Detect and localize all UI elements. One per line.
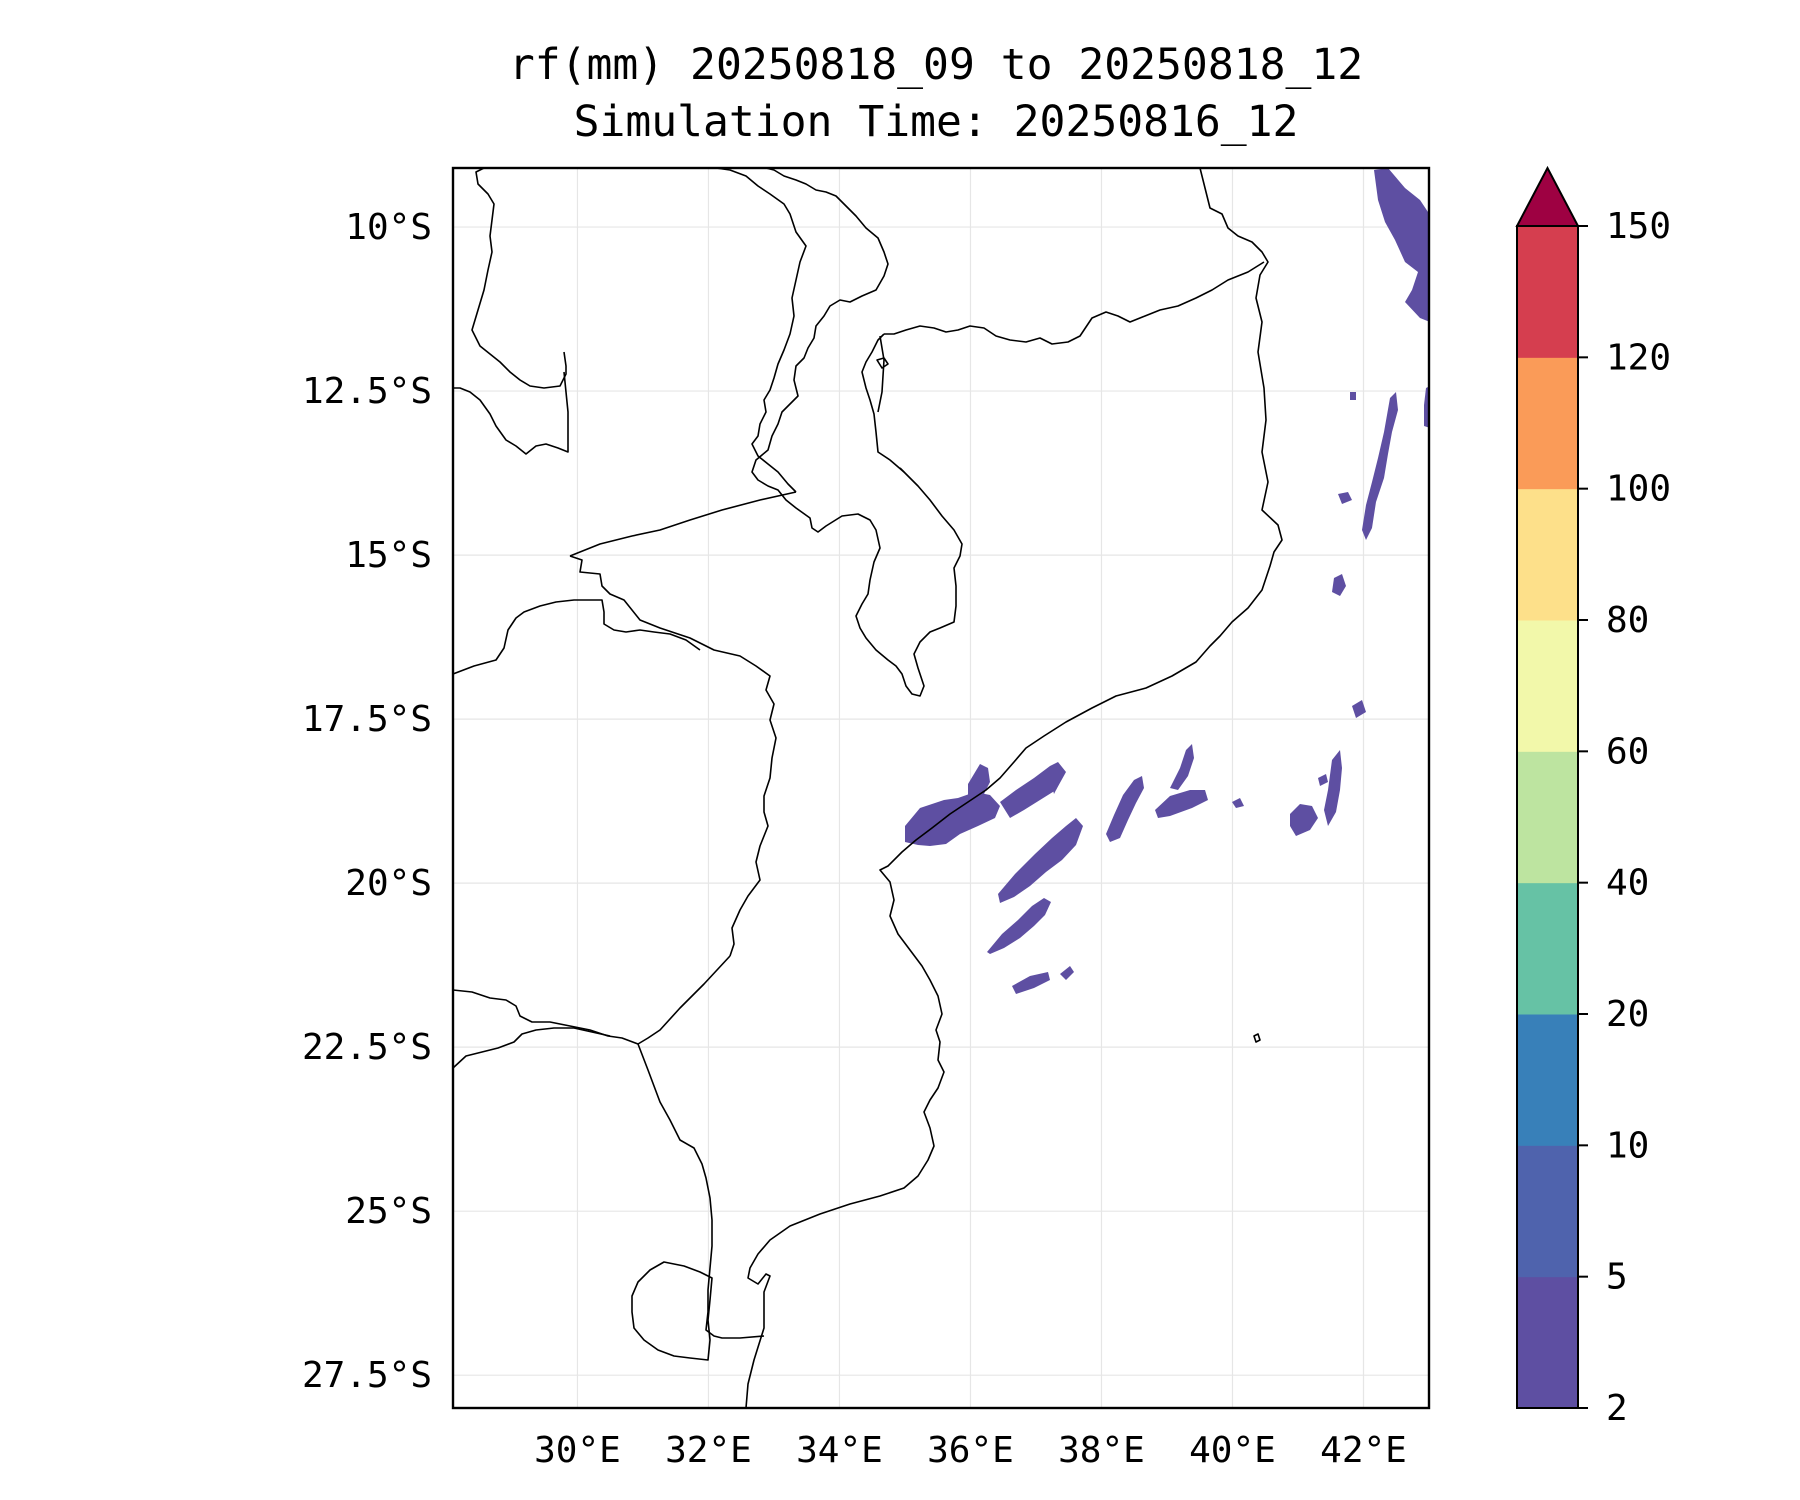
country-border (884, 261, 1265, 345)
country-border (569, 555, 777, 957)
y-tick-label: 27.5°S (302, 1355, 432, 1396)
x-tick-label: 30°E (534, 1430, 621, 1471)
y-tick-label: 25°S (345, 1191, 432, 1232)
rain-area (1170, 744, 1194, 790)
colorbar-band (1517, 1276, 1578, 1409)
coastline (1253, 1033, 1261, 1043)
rain-area (1060, 966, 1074, 980)
rain-area (1000, 762, 1066, 818)
colorbar-tick-label: 10 (1606, 1125, 1649, 1166)
colorbar-band (1517, 226, 1578, 358)
rain-area (1338, 492, 1352, 504)
rain-area (1012, 972, 1050, 994)
colorbar-band (1517, 1145, 1578, 1278)
gridlines (453, 168, 1429, 1408)
rain-area (987, 898, 1051, 954)
country-border (453, 599, 701, 675)
map-title-line1: rf(mm) 20250818_09 to 20250818_12 (508, 40, 1364, 90)
colorbar-band (1517, 1014, 1578, 1146)
colorbar-tick-label: 40 (1606, 863, 1649, 904)
coastline (745, 168, 1283, 1408)
rain-area (1324, 750, 1342, 826)
rain-area (1424, 386, 1429, 428)
rain-area (1350, 392, 1356, 400)
colorbar-extend-arrow (1515, 165, 1580, 227)
country-border (899, 467, 905, 473)
country-border (877, 335, 885, 413)
country-border (471, 168, 567, 389)
colorbar-tick-label: 2 (1606, 1388, 1628, 1429)
y-tick-label: 10°S (345, 207, 432, 248)
rain-area (998, 818, 1083, 903)
rain-area (1155, 790, 1208, 818)
country-border (569, 491, 797, 557)
x-tick-label: 38°E (1058, 1430, 1145, 1471)
rain-area (1374, 168, 1429, 322)
map-axes: 30°E 32°E 34°E 36°E 38°E 40°E 42°E 10°S 12.5°S 15… (302, 207, 1407, 1471)
coastline (876, 357, 889, 369)
rain-area (1106, 776, 1144, 842)
colorbar-band (1517, 488, 1578, 621)
y-tick-label: 17.5°S (302, 699, 432, 740)
rain-area (1318, 774, 1328, 786)
colorbar-tick-label: 100 (1606, 469, 1671, 510)
map-frame (451, 166, 1431, 1410)
country-border (751, 168, 963, 697)
colorbar-band (1517, 751, 1578, 884)
x-tick-label: 32°E (665, 1430, 752, 1471)
colorbar-band (1517, 882, 1578, 1015)
colorbar-tick-label: 150 (1606, 206, 1671, 247)
rain-area (1332, 574, 1346, 596)
x-tick-label: 42°E (1320, 1430, 1407, 1471)
colorbar-tick-label: 20 (1606, 994, 1649, 1035)
rain-area (1290, 804, 1318, 836)
colorbar-tick-label: 60 (1606, 731, 1649, 772)
rain-area (1362, 392, 1398, 540)
colorbar-tick-label: 120 (1606, 337, 1671, 378)
colorbar-band (1517, 620, 1578, 752)
coastlines-and-borders (453, 168, 1283, 1408)
x-tick-label: 34°E (796, 1430, 883, 1471)
rainfall-shading (905, 168, 1429, 994)
x-tick-label: 40°E (1189, 1430, 1276, 1471)
country-border (637, 1043, 765, 1339)
map-title-line2: Simulation Time: 20250816_12 (573, 97, 1299, 147)
x-tick-label: 36°E (927, 1430, 1014, 1471)
y-tick-label: 22.5°S (302, 1027, 432, 1068)
rain-area (1232, 798, 1244, 808)
colorbar-tick-label: 80 (1606, 600, 1649, 641)
rain-area (1352, 700, 1366, 718)
colorbar-band (1517, 357, 1578, 490)
colorbar: 2 5 10 20 40 60 80 100 120 150 (1515, 165, 1671, 1429)
y-tick-label: 15°S (345, 535, 432, 576)
rain-area (905, 792, 1000, 846)
country-border (453, 989, 639, 1045)
y-tick-label: 20°S (345, 863, 432, 904)
country-border (453, 371, 569, 455)
country-border (715, 168, 807, 493)
colorbar-frame (1516, 225, 1579, 1409)
colorbar-tick-label: 5 (1606, 1257, 1628, 1298)
country-border (631, 1261, 713, 1361)
country-border (453, 1027, 611, 1069)
country-border (637, 955, 731, 1045)
y-tick-label: 12.5°S (302, 371, 432, 412)
